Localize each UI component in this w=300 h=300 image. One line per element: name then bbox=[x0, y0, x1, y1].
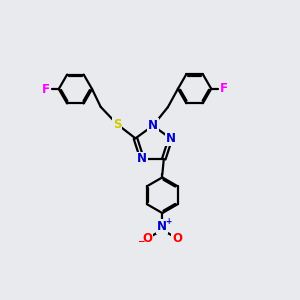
Text: S: S bbox=[113, 118, 121, 130]
Text: N: N bbox=[166, 132, 176, 145]
Text: +: + bbox=[165, 218, 171, 226]
Text: N: N bbox=[148, 119, 158, 132]
Text: N: N bbox=[137, 152, 147, 166]
Text: −: − bbox=[137, 237, 145, 246]
Text: F: F bbox=[42, 82, 50, 95]
Text: O: O bbox=[172, 232, 182, 245]
Text: F: F bbox=[220, 82, 228, 95]
Text: N: N bbox=[157, 220, 167, 233]
Text: O: O bbox=[142, 232, 152, 245]
